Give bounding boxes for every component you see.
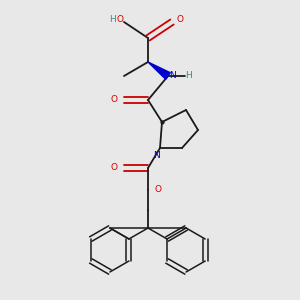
Text: O: O [154, 185, 161, 194]
Polygon shape [148, 62, 170, 79]
Text: N: N [169, 71, 176, 80]
Text: O: O [176, 16, 184, 25]
Text: N: N [153, 152, 159, 160]
Text: O: O [110, 164, 118, 172]
Text: O: O [116, 16, 124, 25]
Text: H: H [109, 16, 116, 25]
Text: H: H [186, 71, 192, 80]
Text: O: O [110, 95, 118, 104]
